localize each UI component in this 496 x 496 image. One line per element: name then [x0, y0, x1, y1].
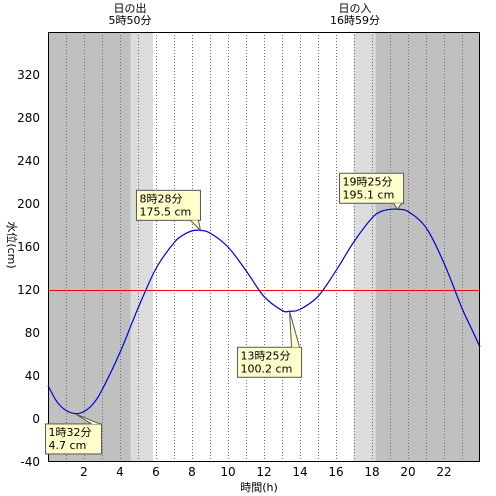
plot-frame: [48, 32, 480, 462]
y-tick-label: 320: [17, 68, 40, 82]
sunrise-time: 5時50分: [109, 14, 152, 27]
x-tick-labels: 2 4 6 8 10 12 14 16 18 20 22: [80, 465, 451, 479]
x-tick-label: 20: [400, 465, 415, 479]
x-tick-label: 16: [328, 465, 343, 479]
callout-box: [135, 189, 201, 221]
callout-box: [45, 423, 103, 455]
callout-pointer: [75, 413, 100, 425]
x-tick-label: 2: [80, 465, 88, 479]
callout-value: 100.2 cm: [241, 362, 293, 375]
day-band: [152, 32, 354, 462]
y-tick-label: 280: [17, 111, 40, 125]
y-tick-label: -40: [20, 455, 40, 469]
y-axis-label: 水位(cm): [5, 221, 19, 268]
callout-value: 195.1 cm: [343, 188, 395, 201]
callout-pointer: [289, 311, 301, 348]
x-tick-label: 6: [152, 465, 160, 479]
callout-time: 8時28分: [139, 192, 182, 205]
sunrise-label: 日の出: [114, 1, 147, 15]
callout-value: 4.7 cm: [49, 439, 87, 452]
tide-level-line: [47, 208, 481, 415]
twilight-band-evening: [353, 32, 376, 462]
y-tick-label: 200: [17, 197, 40, 211]
x-tick-label: 14: [292, 465, 307, 479]
y-tick-label: 80: [25, 326, 40, 340]
x-tick-label: 22: [436, 465, 451, 479]
plot-border: [48, 32, 480, 462]
callout-time: 19時25分: [343, 175, 393, 188]
y-tick-label: 160: [17, 240, 40, 254]
x-tick-label: 10: [220, 465, 235, 479]
x-tick-label: 12: [256, 465, 271, 479]
twilight-band-morning: [130, 32, 153, 462]
y-tick-label: 120: [17, 283, 40, 297]
daylight-bands: [48, 32, 480, 462]
callout-time: 1時32分: [49, 426, 92, 439]
x-tick-label: 8: [188, 465, 196, 479]
sunset-time: 16時59分: [330, 14, 380, 27]
callout-pointer: [393, 202, 402, 211]
y-tick-labels: -40 0 40 80 120 160 200 240 280 320: [17, 68, 40, 469]
x-tick-label: 4: [116, 465, 124, 479]
night-band-evening: [375, 32, 480, 462]
callout-value: 175.5 cm: [139, 205, 191, 218]
callout-box: [339, 172, 405, 204]
x-axis-label: 時間(h): [240, 481, 278, 494]
y-tick-label: 40: [25, 369, 40, 383]
x-tick-label: 18: [364, 465, 379, 479]
night-band-morning: [48, 32, 131, 462]
callout-box: [237, 346, 303, 378]
y-tick-label: 0: [32, 412, 40, 426]
series-group: [47, 208, 481, 415]
y-tick-label: 240: [17, 154, 40, 168]
callout-time: 13時25分: [241, 349, 291, 362]
callout-pointer: [190, 219, 202, 232]
sunset-label: 日の入: [339, 2, 372, 15]
